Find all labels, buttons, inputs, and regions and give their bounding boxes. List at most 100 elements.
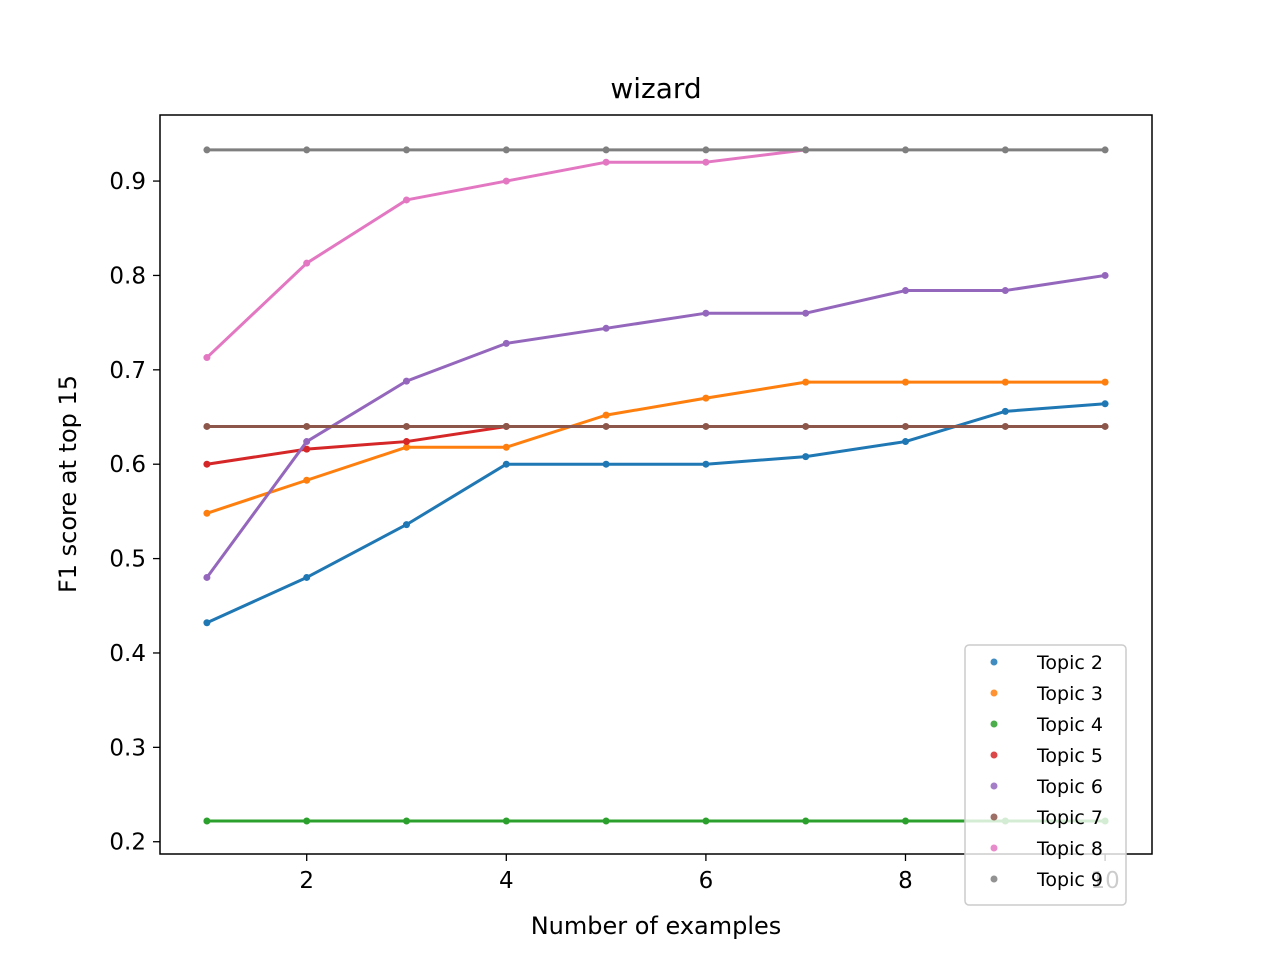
data-point-topic-2 xyxy=(602,460,610,468)
legend-marker xyxy=(990,720,998,728)
series-topic-6 xyxy=(203,271,1109,581)
data-point-topic-7 xyxy=(602,422,610,430)
data-point-topic-2 xyxy=(1101,400,1109,408)
y-tick-label: 0.2 xyxy=(109,830,146,856)
data-point-topic-5 xyxy=(203,460,211,468)
series-topic-3 xyxy=(203,378,1109,517)
legend: Topic 2 Topic 3 Topic 4 Topic 5 Topic 6 Topic… xyxy=(964,644,1127,906)
data-point-topic-3 xyxy=(702,394,710,402)
data-point-topic-9 xyxy=(303,146,311,154)
data-point-topic-8 xyxy=(502,177,510,185)
data-point-topic-6 xyxy=(1001,287,1009,295)
data-point-topic-6 xyxy=(902,287,909,295)
data-point-topic-2 xyxy=(203,619,211,627)
data-point-topic-9 xyxy=(1101,146,1109,154)
data-point-topic-2 xyxy=(902,438,909,446)
data-point-topic-2 xyxy=(502,460,510,468)
data-point-topic-6 xyxy=(1101,271,1109,279)
y-tick-label: 0.8 xyxy=(109,263,146,289)
legend-marker xyxy=(990,751,998,759)
data-point-topic-2 xyxy=(802,453,810,461)
data-point-topic-9 xyxy=(1001,146,1009,154)
legend-entry-label: Topic 9 xyxy=(1036,869,1103,891)
data-point-topic-6 xyxy=(602,324,610,332)
x-tick-label: 4 xyxy=(499,868,514,894)
data-point-topic-6 xyxy=(502,339,510,347)
data-point-topic-2 xyxy=(303,573,311,581)
data-point-topic-8 xyxy=(203,354,211,362)
series-topic-4 xyxy=(203,817,1109,825)
data-point-topic-6 xyxy=(802,309,810,317)
data-point-topic-4 xyxy=(403,817,410,825)
legend-entry-label: Topic 5 xyxy=(1036,745,1103,767)
data-point-topic-3 xyxy=(1001,378,1009,386)
data-point-topic-4 xyxy=(602,817,610,825)
chart-title: wizard xyxy=(610,72,701,105)
data-point-topic-9 xyxy=(502,146,510,154)
data-point-topic-5 xyxy=(403,438,410,446)
data-point-topic-7 xyxy=(303,422,311,430)
data-point-topic-3 xyxy=(203,509,211,517)
data-point-topic-2 xyxy=(403,521,410,529)
y-tick-label: 0.7 xyxy=(109,358,146,384)
data-point-topic-8 xyxy=(403,196,410,204)
legend-entry-label: Topic 8 xyxy=(1036,838,1103,860)
data-point-topic-9 xyxy=(403,146,410,154)
data-point-topic-3 xyxy=(902,378,909,386)
data-point-topic-3 xyxy=(303,476,311,484)
legend-entry-label: Topic 7 xyxy=(1036,807,1103,829)
legend-marker xyxy=(990,782,998,790)
legend-marker xyxy=(990,875,998,883)
series-line-topic-5 xyxy=(206,424,507,466)
data-point-topic-4 xyxy=(502,817,510,825)
legend-entry-label: Topic 2 xyxy=(1036,652,1103,674)
data-point-topic-6 xyxy=(203,573,211,581)
data-point-topic-7 xyxy=(203,422,211,430)
data-point-topic-9 xyxy=(602,146,610,154)
data-point-topic-2 xyxy=(702,460,710,468)
y-tick-label: 0.5 xyxy=(109,547,146,573)
data-point-topic-5 xyxy=(303,445,311,453)
data-point-topic-9 xyxy=(902,146,909,154)
x-tick-label: 6 xyxy=(699,868,714,894)
legend-marker xyxy=(990,813,998,821)
legend-marker xyxy=(990,689,998,697)
data-point-topic-3 xyxy=(1101,378,1109,386)
y-tick-label: 0.3 xyxy=(109,735,146,761)
data-point-topic-7 xyxy=(702,422,710,430)
data-point-topic-3 xyxy=(502,443,510,451)
data-point-topic-4 xyxy=(303,817,311,825)
data-point-topic-8 xyxy=(602,158,610,166)
data-point-topic-4 xyxy=(902,817,909,825)
data-point-topic-4 xyxy=(702,817,710,825)
data-point-topic-3 xyxy=(403,443,410,451)
axes-frame xyxy=(159,114,1153,855)
data-point-topic-9 xyxy=(203,146,211,154)
data-point-topic-9 xyxy=(802,146,810,154)
plot-area xyxy=(203,146,1109,825)
legend-marker xyxy=(990,844,998,852)
data-point-topic-6 xyxy=(403,377,410,385)
y-axis-label: F1 score at top 15 xyxy=(54,375,82,593)
data-point-topic-6 xyxy=(303,438,311,446)
data-point-topic-4 xyxy=(802,817,810,825)
series-topic-7 xyxy=(203,422,1109,430)
x-tick-label: 8 xyxy=(898,868,913,894)
legend-entry-label: Topic 6 xyxy=(1036,776,1103,798)
series-line-topic-3 xyxy=(206,380,1106,515)
data-point-topic-7 xyxy=(1001,422,1009,430)
data-point-topic-7 xyxy=(403,422,410,430)
data-point-topic-2 xyxy=(1001,407,1009,415)
data-point-topic-9 xyxy=(702,146,710,154)
data-point-topic-7 xyxy=(502,422,510,430)
x-tick-label: 2 xyxy=(299,868,314,894)
data-point-topic-6 xyxy=(702,309,710,317)
x-axis-label: Number of examples xyxy=(531,912,782,940)
y-tick-label: 0.6 xyxy=(109,452,146,478)
legend-box xyxy=(964,644,1127,906)
data-point-topic-3 xyxy=(802,378,810,386)
legend-entry-label: Topic 3 xyxy=(1036,683,1103,705)
data-point-topic-8 xyxy=(303,259,311,267)
legend-marker xyxy=(990,658,998,666)
